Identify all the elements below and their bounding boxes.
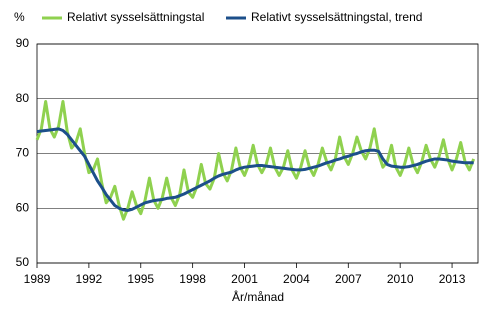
x-tick-label: 2004 xyxy=(283,272,310,286)
x-tick-label: 1992 xyxy=(76,272,103,286)
x-tick-label: 2001 xyxy=(231,272,258,286)
y-tick-label: 50 xyxy=(16,255,30,269)
legend-label: Relativt sysselsättningstal xyxy=(67,10,204,24)
x-tick-label: 2010 xyxy=(387,272,414,286)
x-tick-label: 2013 xyxy=(439,272,466,286)
x-tick-label: 1989 xyxy=(24,272,51,286)
x-axis-label: År/månad xyxy=(232,289,284,304)
x-tick-label: 1995 xyxy=(127,272,154,286)
y-tick-label: 80 xyxy=(16,91,30,105)
series-line xyxy=(36,127,474,212)
y-tick-label: 60 xyxy=(16,200,30,214)
y-tick-label: 70 xyxy=(16,146,30,160)
x-tick-label: 2007 xyxy=(335,272,362,286)
x-tick-label: 1998 xyxy=(179,272,206,286)
plot-frame xyxy=(36,43,479,264)
y-tick-label: 90 xyxy=(16,36,30,50)
legend-label: Relativt sysselsättningstal, trend xyxy=(251,10,422,24)
y-unit: % xyxy=(14,10,25,24)
series-line xyxy=(35,99,476,221)
